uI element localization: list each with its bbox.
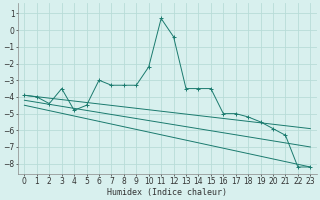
X-axis label: Humidex (Indice chaleur): Humidex (Indice chaleur) bbox=[108, 188, 228, 197]
